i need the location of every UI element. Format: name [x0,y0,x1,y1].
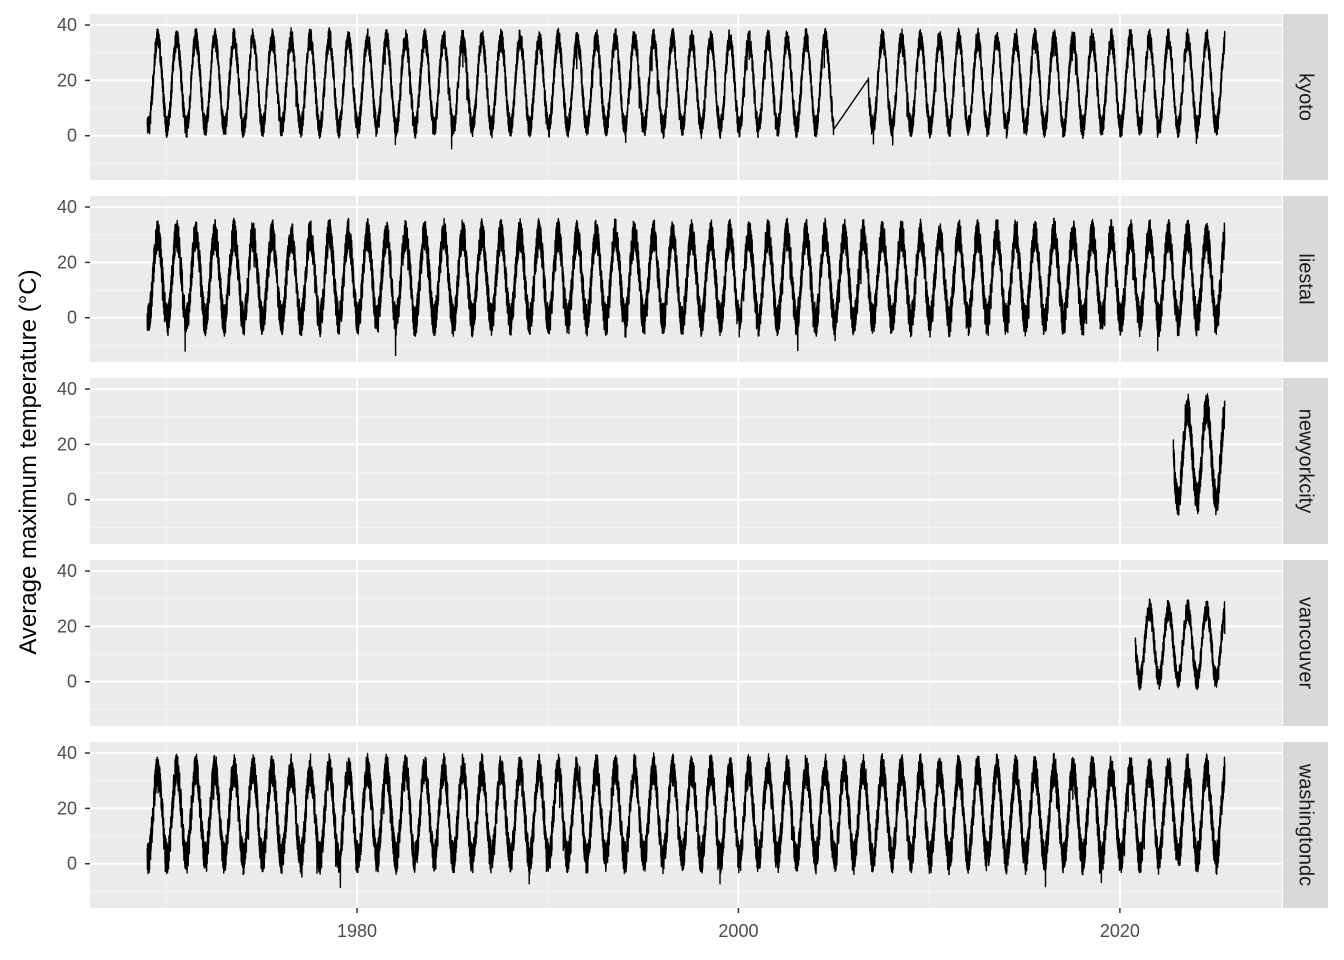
y-tick-label: 20 [57,798,77,818]
series-line-washingtondc [146,752,1226,889]
panel-washingtondc: 0 20 40 washingtondc [57,742,1328,908]
strip-background [1283,560,1328,726]
y-tick-label: 0 [67,854,77,874]
facet-panels: 0 20 40 kyoto 0 20 40 liestal 0 20 40 newyorkcity 0 2… [57,14,1328,908]
panel-liestal: 0 20 40 liestal [57,196,1328,362]
panel-kyoto: 0 20 40 kyoto [57,14,1328,180]
strip-background [1283,196,1328,362]
strip-background [1283,378,1328,544]
x-tick-label: 2020 [1100,921,1140,941]
y-tick-label: 0 [67,672,77,692]
panel-background [90,378,1282,544]
strip-label-liestal: liestal [1295,253,1317,304]
y-tick-label: 40 [57,379,77,399]
y-tick-label: 40 [57,15,77,35]
y-tick-label: 40 [57,197,77,217]
strip-background [1283,14,1328,180]
panel-newyorkcity: 0 20 40 newyorkcity [57,378,1328,544]
strip-label-vancouver: vancouver [1295,597,1317,690]
y-tick-label: 0 [67,308,77,328]
y-tick-label: 20 [57,616,77,636]
y-tick-label: 0 [67,126,77,146]
x-tick-label: 2000 [718,921,758,941]
panel-background [90,560,1282,726]
y-tick-label: 20 [57,70,77,90]
strip-background [1283,742,1328,908]
x-axis: 1980 2000 2020 [337,908,1140,941]
strip-label-kyoto: kyoto [1295,73,1317,121]
y-tick-label: 20 [57,252,77,272]
y-tick-label: 40 [57,561,77,581]
panel-vancouver: 0 20 40 vancouver [57,560,1328,726]
y-tick-label: 20 [57,434,77,454]
y-tick-label: 40 [57,743,77,763]
series-line-newyorkcity [1172,393,1226,516]
series-line-liestal [146,217,1226,357]
y-tick-label: 0 [67,490,77,510]
series-line-vancouver [1134,598,1226,691]
series-line-kyoto [146,27,1226,150]
strip-label-newyorkcity: newyorkcity [1295,409,1317,513]
y-axis-title: Average maximum temperature (°C) [15,269,42,654]
strip-label-washingtondc: washingtondc [1295,763,1317,886]
x-tick-label: 1980 [337,921,377,941]
